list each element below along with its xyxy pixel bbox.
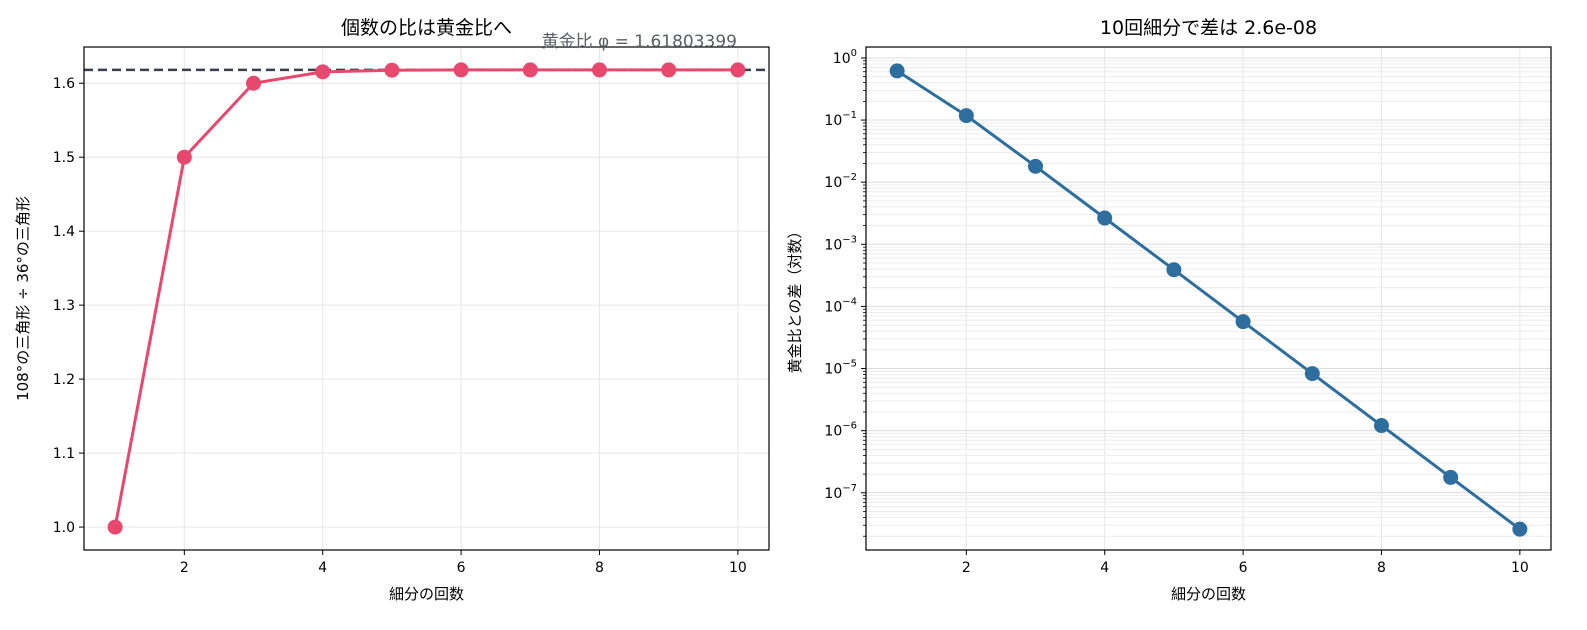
series-line	[896, 69, 1521, 531]
golden-ratio-annotation: 黄金比 φ = 1.61803399	[542, 32, 737, 52]
y-tick-label: 100	[833, 48, 857, 67]
left-grid	[84, 47, 769, 550]
y-tick-label: 1.6	[53, 76, 75, 92]
data-point	[315, 64, 331, 80]
y-tick-label: 10−6	[824, 421, 857, 440]
data-point	[1443, 469, 1459, 485]
x-tick-label: 6	[457, 560, 466, 576]
data-point	[107, 519, 123, 535]
right-y-axis-label: 黄金比との差（対数）	[786, 224, 804, 374]
right-ticks: 2 4 6 8 10 100 10−1 10−2 10−3 10−4 10−5 10−6 10−7	[824, 48, 1528, 576]
x-tick-label: 2	[180, 560, 189, 576]
right-grid	[866, 47, 1551, 550]
data-point	[1235, 314, 1251, 330]
x-tick-label: 10	[729, 560, 747, 576]
right-chart-title: 10回細分で差は 2.6e-08	[1100, 17, 1317, 39]
left-y-axis-label: 108°の三角形 ÷ 36°の三角形	[14, 196, 32, 401]
data-point	[591, 62, 607, 78]
data-point	[730, 62, 746, 78]
x-tick-label: 10	[1511, 560, 1529, 576]
data-point	[1028, 158, 1044, 174]
left-chart-title: 個数の比は黄金比へ	[341, 17, 512, 39]
right-x-axis-label: 細分の回数	[1171, 585, 1246, 603]
x-tick-label: 4	[318, 560, 327, 576]
x-tick-label: 8	[1377, 560, 1386, 576]
data-point	[1166, 262, 1182, 278]
data-point	[522, 62, 538, 78]
y-tick-label: 1.5	[53, 150, 75, 166]
y-tick-label: 1.0	[53, 520, 75, 536]
y-tick-label: 10−2	[824, 172, 857, 191]
data-point	[246, 75, 262, 91]
left-x-axis-label: 細分の回数	[389, 585, 464, 603]
data-point	[384, 62, 400, 78]
right-series	[889, 63, 1528, 537]
left-plot-frame	[83, 46, 770, 551]
data-point	[453, 62, 469, 78]
left-chart: 2 4 6 8 10 1.0 1.1 1.2 1.3 1.4 1.5 1.6 個数の比は黄金比へ 細分…	[14, 17, 770, 603]
data-point	[1512, 521, 1528, 537]
data-point	[1304, 366, 1320, 382]
x-tick-label: 2	[962, 560, 971, 576]
y-tick-label: 10−5	[824, 359, 857, 378]
left-series	[107, 62, 746, 535]
data-point	[661, 62, 677, 78]
y-tick-label: 1.4	[53, 224, 75, 240]
y-tick-label: 1.3	[53, 298, 75, 314]
y-tick-label: 1.2	[53, 372, 75, 388]
x-tick-label: 6	[1239, 560, 1248, 576]
right-plot-frame	[865, 46, 1552, 551]
data-point	[176, 149, 192, 165]
data-point	[958, 108, 974, 124]
y-tick-label: 10−7	[824, 483, 857, 502]
data-point	[1373, 418, 1389, 434]
y-tick-label: 10−3	[824, 234, 857, 253]
series-line	[113, 68, 738, 528]
data-point	[1097, 210, 1113, 226]
right-chart: 2 4 6 8 10 100 10−1 10−2 10−3 10−4 10−5 10−6 10−7 10…	[786, 17, 1552, 603]
y-tick-label: 1.1	[53, 446, 75, 462]
left-ticks: 2 4 6 8 10 1.0 1.1 1.2 1.3 1.4 1.5 1.6	[53, 76, 747, 576]
x-tick-label: 4	[1100, 560, 1109, 576]
y-tick-label: 10−4	[824, 296, 857, 315]
y-tick-label: 10−1	[824, 110, 857, 129]
x-tick-label: 8	[595, 560, 604, 576]
data-point	[889, 63, 905, 79]
